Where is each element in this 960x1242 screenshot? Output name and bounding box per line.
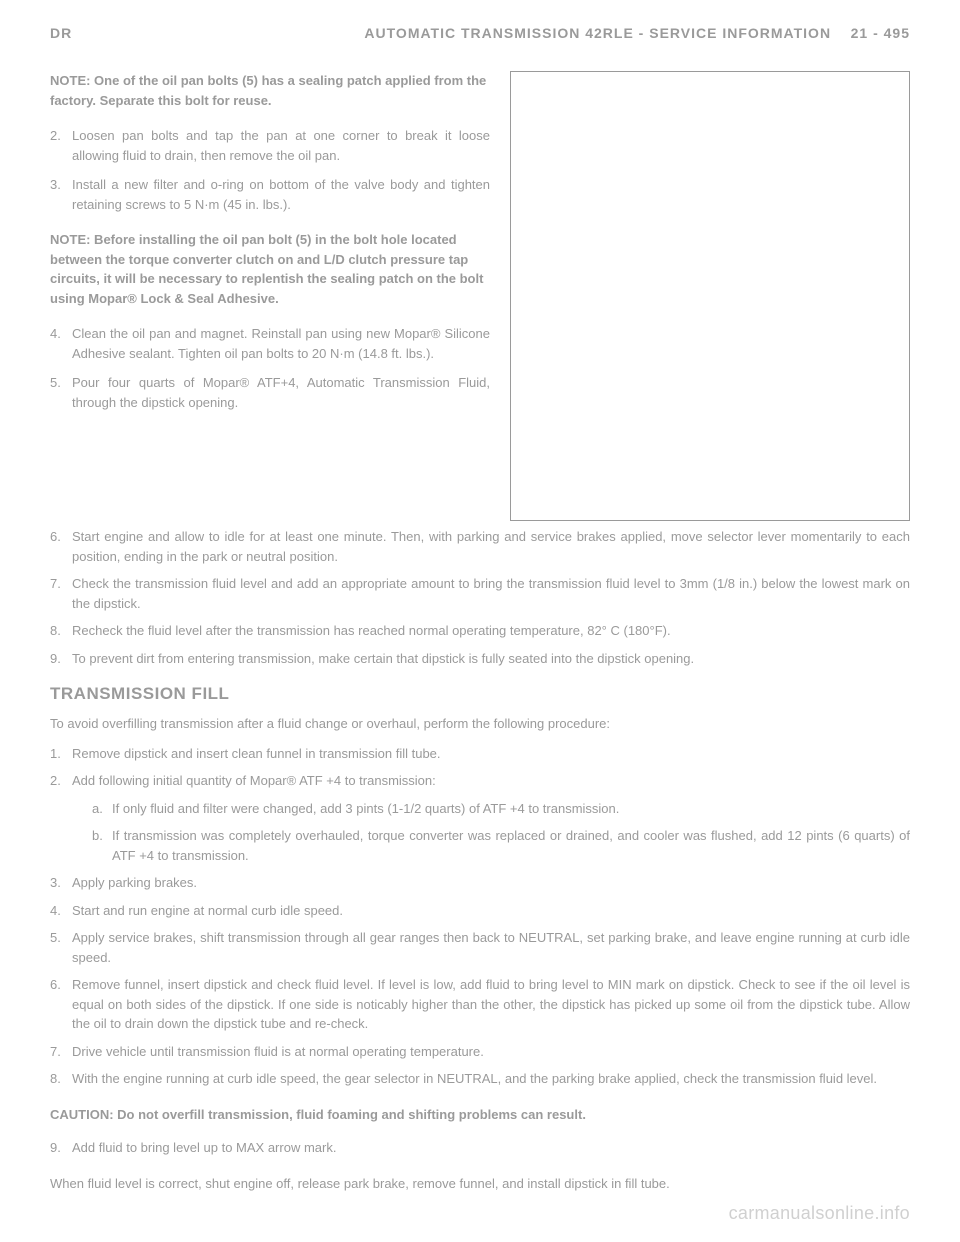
caution-text: CAUTION: Do not overfill transmission, f… <box>50 1105 910 1125</box>
note-2: NOTE: Before installing the oil pan bolt… <box>50 230 490 308</box>
step-item: 6.Start engine and allow to idle for at … <box>50 527 910 566</box>
figure-placeholder <box>510 71 910 521</box>
step-item: 4.Clean the oil pan and magnet. Reinstal… <box>50 324 490 363</box>
left-column: NOTE: One of the oil pan bolts (5) has a… <box>50 71 490 521</box>
step-item: 2.Add following initial quantity of Mopa… <box>50 771 910 865</box>
fill-steps: 1.Remove dipstick and insert clean funne… <box>50 744 910 1089</box>
step-item: 3.Install a new filter and o-ring on bot… <box>50 175 490 214</box>
step-item: 9.To prevent dirt from entering transmis… <box>50 649 910 669</box>
step-item: 3.Apply parking brakes. <box>50 873 910 893</box>
steps-full-width: 6.Start engine and allow to idle for at … <box>50 527 910 668</box>
header-title: AUTOMATIC TRANSMISSION 42RLE - SERVICE I… <box>364 25 910 41</box>
step-item: 2.Loosen pan bolts and tap the pan at on… <box>50 126 490 165</box>
final-step: 9.Add fluid to bring level up to MAX arr… <box>50 1138 910 1158</box>
step-item: 7.Check the transmission fluid level and… <box>50 574 910 613</box>
step-item: 5.Pour four quarts of Mopar® ATF+4, Auto… <box>50 373 490 412</box>
two-column-section: NOTE: One of the oil pan bolts (5) has a… <box>50 71 910 521</box>
step-item: 5.Apply service brakes, shift transmissi… <box>50 928 910 967</box>
header-model: DR <box>50 25 72 41</box>
step-item: 6.Remove funnel, insert dipstick and che… <box>50 975 910 1034</box>
sub-steps: a.If only fluid and filter were changed,… <box>72 799 910 866</box>
sub-step-item: a.If only fluid and filter were changed,… <box>72 799 910 819</box>
step-item: 1.Remove dipstick and insert clean funne… <box>50 744 910 764</box>
watermark: carmanualsonline.info <box>729 1203 910 1224</box>
steps-mid: 4.Clean the oil pan and magnet. Reinstal… <box>50 324 490 412</box>
steps-top: 2.Loosen pan bolts and tap the pan at on… <box>50 126 490 214</box>
section-title: TRANSMISSION FILL <box>50 684 910 704</box>
step-item: 4.Start and run engine at normal curb id… <box>50 901 910 921</box>
page-header: DR AUTOMATIC TRANSMISSION 42RLE - SERVIC… <box>50 25 910 41</box>
step-item: 8.With the engine running at curb idle s… <box>50 1069 910 1089</box>
step-item: 7.Drive vehicle until transmission fluid… <box>50 1042 910 1062</box>
note-1: NOTE: One of the oil pan bolts (5) has a… <box>50 71 490 110</box>
step-item: 9.Add fluid to bring level up to MAX arr… <box>50 1138 910 1158</box>
right-column <box>510 71 910 521</box>
intro-text: To avoid overfilling transmission after … <box>50 714 910 734</box>
closing-text: When fluid level is correct, shut engine… <box>50 1174 910 1194</box>
sub-step-item: b.If transmission was completely overhau… <box>72 826 910 865</box>
step-item: 8.Recheck the fluid level after the tran… <box>50 621 910 641</box>
